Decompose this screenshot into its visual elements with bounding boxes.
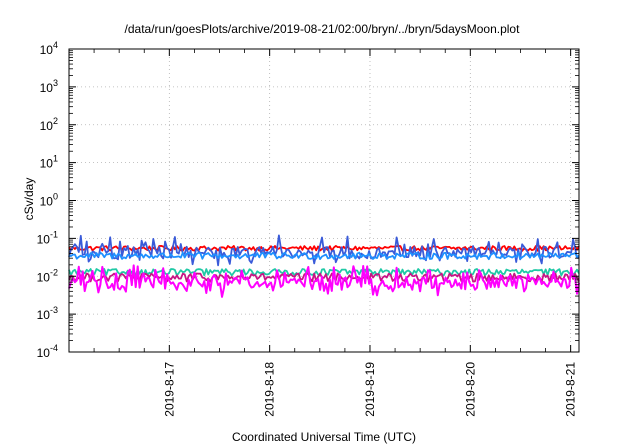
y-tick-label: 10-4 <box>37 343 58 360</box>
y-tick-label: 100 <box>40 192 58 209</box>
ticks <box>69 48 579 353</box>
y-tick-label: 10-1 <box>37 229 58 246</box>
x-tick-label: 2019-8-21 <box>564 362 578 417</box>
y-axis-label: cSv/day <box>22 178 36 221</box>
x-tick-label: 2019-8-18 <box>263 362 277 417</box>
x-tick-label: 2019-8-19 <box>363 362 377 417</box>
series-line <box>68 251 580 261</box>
chart-title: /data/run/goesPlots/archive/2019-08-21/0… <box>125 22 521 36</box>
y-tick-label: 103 <box>40 78 58 95</box>
x-axis-label: Coordinated Universal Time (UTC) <box>232 430 416 444</box>
y-tick-labels: 10-4 10-3 10-2 10-1 100 101 102 103 104 <box>37 40 58 360</box>
series-line <box>68 264 580 298</box>
y-tick-label: 102 <box>40 116 58 133</box>
y-tick-label: 10-3 <box>37 305 58 322</box>
y-tick-label: 10-2 <box>37 267 58 284</box>
grid <box>69 49 579 352</box>
x-tick-label: 2019-8-17 <box>162 362 176 417</box>
y-tick-label: 104 <box>40 40 58 57</box>
series-line <box>68 234 580 267</box>
series-layer <box>68 234 580 298</box>
y-tick-label: 101 <box>40 154 58 171</box>
x-tick-label: 2019-8-20 <box>463 362 477 417</box>
x-tick-labels: 2019-8-17 2019-8-18 2019-8-19 2019-8-20 2019… <box>162 362 577 417</box>
series-line <box>68 267 580 277</box>
